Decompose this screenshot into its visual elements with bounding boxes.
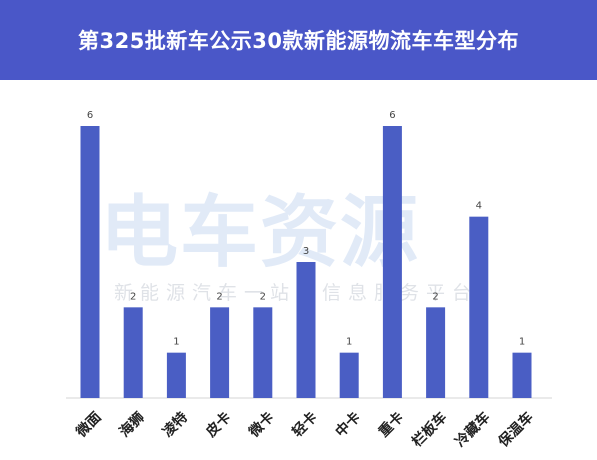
x-tick-label-4: 微卡 <box>245 409 278 442</box>
x-tick-label-5: 轻卡 <box>289 409 321 441</box>
data-label-2: 1 <box>173 337 179 348</box>
x-tick-label-7: 重卡 <box>375 409 407 441</box>
x-tick-label-2: 凌特 <box>159 409 191 441</box>
bar-8 <box>426 307 446 398</box>
data-label-10: 1 <box>519 337 525 348</box>
data-label-7: 6 <box>389 110 395 121</box>
data-label-3: 2 <box>216 291 222 302</box>
data-label-4: 2 <box>260 291 266 302</box>
data-label-5: 3 <box>303 246 309 257</box>
bar-2 <box>166 352 186 398</box>
data-label-1: 2 <box>130 291 136 302</box>
data-label-6: 1 <box>346 337 352 348</box>
chart-header: 第325批新车公示30款新能源物流车车型分布 <box>0 0 597 80</box>
bar-1 <box>123 307 143 398</box>
bar-0 <box>80 126 100 398</box>
bar-7 <box>382 126 402 398</box>
x-tick-label-6: 中卡 <box>332 409 364 441</box>
bar-5 <box>296 262 316 398</box>
x-tick-label-0: 微面 <box>72 409 105 442</box>
bar-10 <box>512 352 532 398</box>
data-label-0: 6 <box>87 110 93 121</box>
bar-4 <box>253 307 273 398</box>
x-tick-label-1: 海狮 <box>116 409 148 441</box>
data-label-8: 2 <box>432 291 438 302</box>
x-tick-label-10: 保温车 <box>494 409 536 451</box>
chart-title: 第325批新车公示30款新能源物流车车型分布 <box>77 29 520 53</box>
x-tick-label-8: 栏板车 <box>408 409 450 451</box>
bar-3 <box>210 307 230 398</box>
bar-6 <box>339 352 359 398</box>
x-tick-label-9: 冷藏车 <box>452 409 494 451</box>
x-tick-label-3: 皮卡 <box>202 409 235 442</box>
bar-9 <box>469 216 489 398</box>
data-label-9: 4 <box>476 201 482 212</box>
